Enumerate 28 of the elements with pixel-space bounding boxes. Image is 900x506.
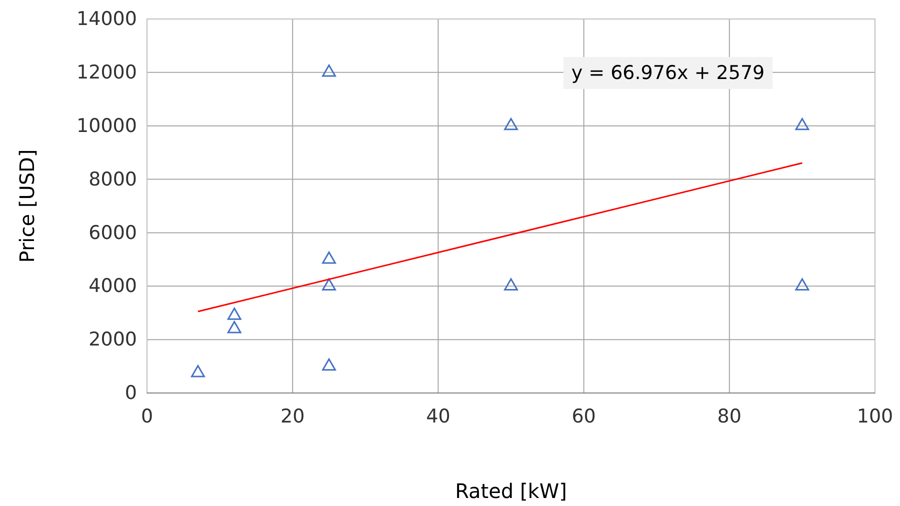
point: [504, 278, 518, 290]
point: [191, 365, 205, 378]
y-tick-label: 10000: [76, 114, 137, 137]
x-tick-label: 80: [717, 405, 742, 428]
y-axis-title: Price [USD]: [15, 149, 39, 263]
x-axis-title: Rated [kW]: [455, 479, 567, 503]
y-tick-label: 14000: [76, 8, 137, 30]
point: [227, 308, 242, 320]
point: [795, 118, 810, 130]
x-tick-label: 60: [572, 405, 596, 428]
point: [322, 252, 336, 264]
point: [322, 358, 336, 371]
point: [504, 118, 518, 130]
y-tick-label: 12000: [76, 62, 137, 84]
y-tick-label: 2000: [88, 328, 137, 351]
y-tick-label: 0: [124, 382, 137, 404]
point: [322, 64, 336, 77]
x-tick-label: 0: [140, 405, 154, 428]
annotation: y = 66.976x + 2579: [571, 62, 765, 84]
x-tick-label: 40: [426, 405, 450, 428]
point: [795, 278, 810, 290]
x-tick-label: 100: [856, 405, 894, 428]
y-tick-label: 6000: [88, 222, 137, 244]
y-tick-label: 4000: [88, 275, 137, 298]
point: [322, 278, 336, 290]
y-tick-label: 8000: [88, 168, 137, 190]
point: [227, 320, 242, 334]
x-tick-label: 20: [280, 405, 305, 428]
